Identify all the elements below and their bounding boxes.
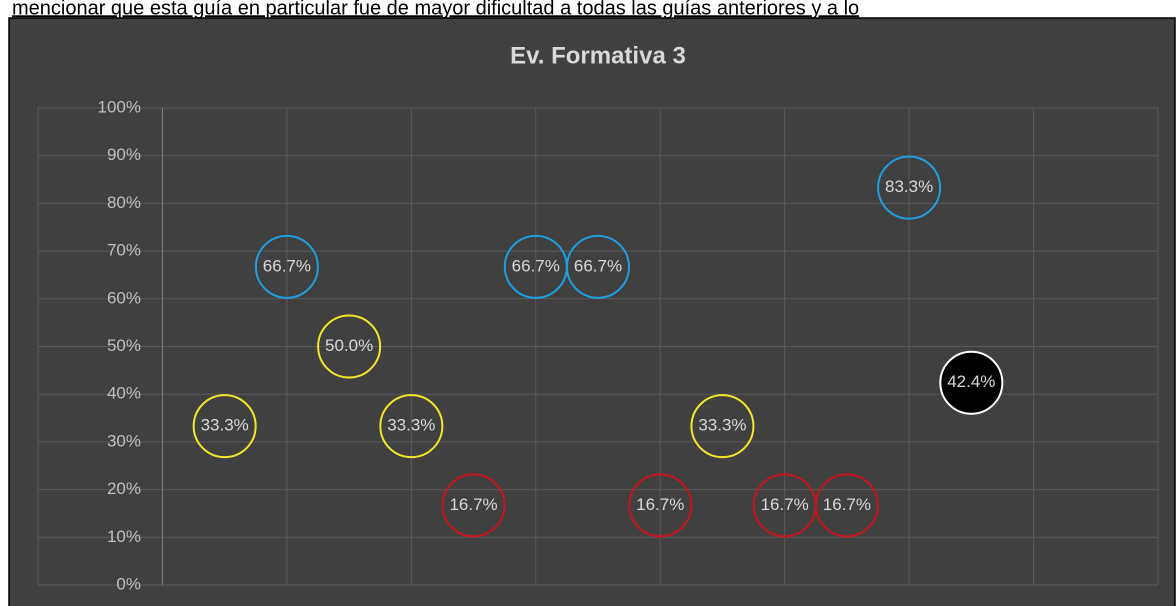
y-tick-label: 50% — [107, 336, 141, 355]
point — [690, 394, 755, 459]
point — [441, 473, 506, 538]
data-label: 33.3% — [698, 416, 746, 435]
point — [939, 350, 1004, 415]
point — [379, 394, 444, 459]
y-tick-label: 80% — [107, 193, 141, 212]
y-tick-label: 10% — [107, 527, 141, 546]
data-label: 16.7% — [761, 495, 809, 514]
y-tick-label: 60% — [107, 288, 141, 307]
y-tick-label: 100% — [98, 97, 141, 116]
point — [877, 155, 942, 220]
point — [254, 234, 319, 299]
document-text: mencionar que esta guía en particular fu… — [12, 0, 859, 19]
point — [814, 473, 879, 538]
y-tick-label: 0% — [116, 574, 141, 593]
y-tick-label: 90% — [107, 145, 141, 164]
data-label: 66.7% — [512, 256, 560, 275]
point — [192, 394, 257, 459]
point — [566, 234, 630, 299]
data-label: 83.3% — [885, 177, 933, 196]
chart-title: Ev. Formativa 3 — [510, 42, 686, 69]
data-label: 50.0% — [325, 336, 373, 355]
chart-background — [8, 17, 1176, 606]
data-label: 42.4% — [947, 372, 995, 391]
data-label: 66.7% — [263, 256, 311, 275]
y-tick-label: 70% — [107, 241, 141, 260]
y-tick-label: 30% — [107, 431, 141, 450]
data-label: 33.3% — [201, 416, 249, 435]
data-label: 66.7% — [574, 256, 622, 275]
data-label: 16.7% — [449, 495, 497, 514]
data-label: 16.7% — [823, 495, 871, 514]
y-tick-label: 20% — [107, 479, 141, 498]
data-label: 16.7% — [636, 495, 684, 514]
data-label: 33.3% — [387, 416, 435, 435]
point — [628, 473, 693, 538]
y-tick-label: 40% — [107, 384, 141, 403]
point — [317, 314, 382, 379]
